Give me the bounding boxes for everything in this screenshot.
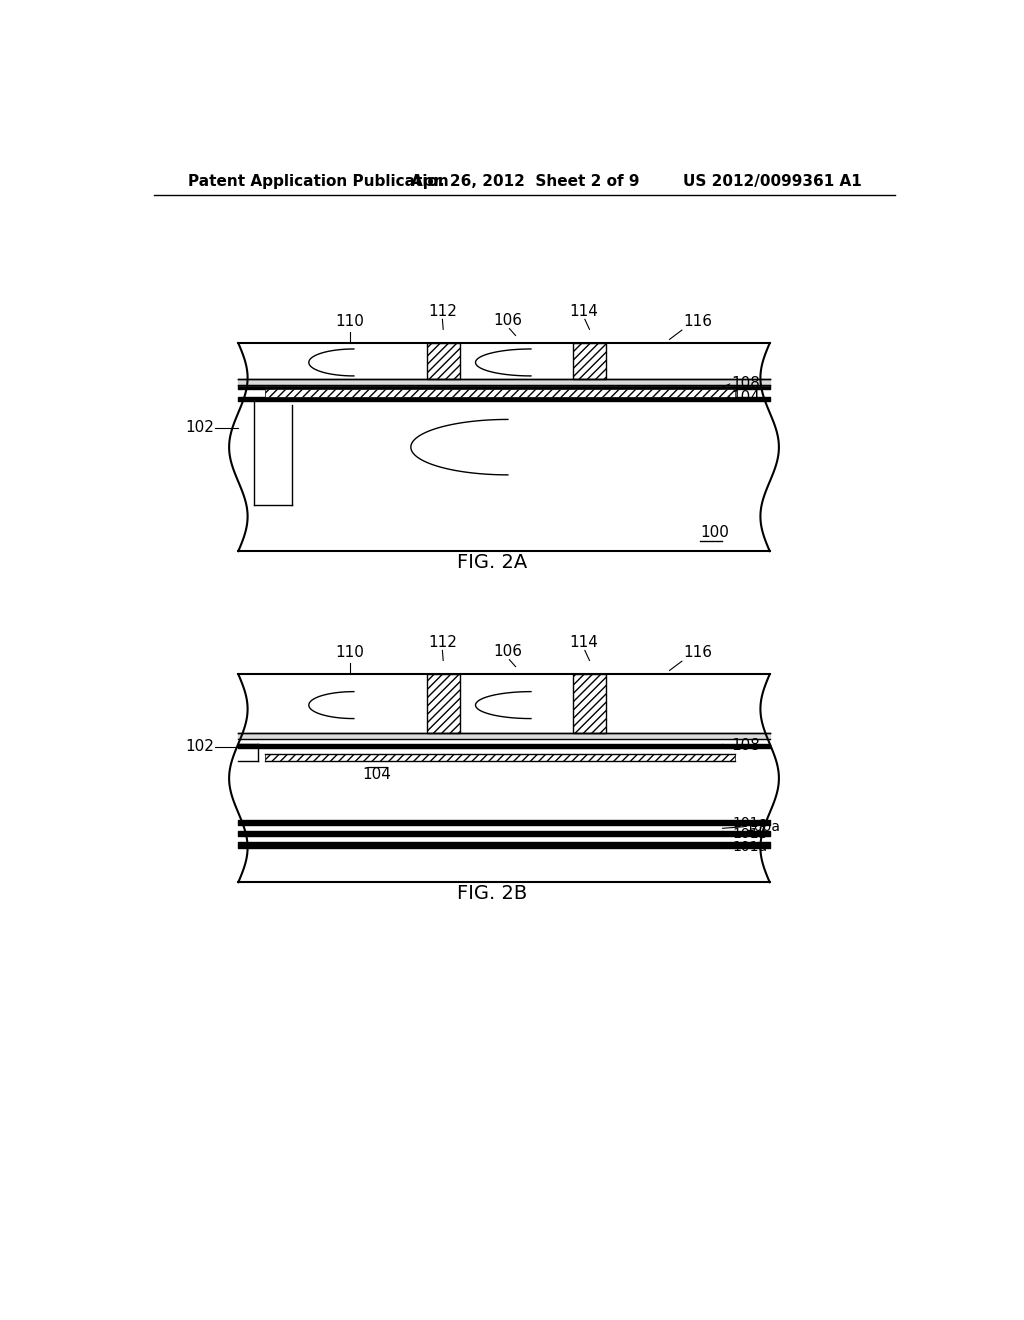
Bar [573, 675, 606, 733]
Text: FIG. 2B: FIG. 2B [458, 884, 527, 903]
Text: 102: 102 [185, 739, 214, 754]
Text: 108: 108 [731, 376, 760, 391]
Bar [573, 343, 606, 379]
Bar [427, 675, 460, 733]
Text: 114: 114 [569, 635, 598, 649]
Text: Apr. 26, 2012  Sheet 2 of 9: Apr. 26, 2012 Sheet 2 of 9 [411, 174, 639, 189]
Bar [265, 755, 735, 760]
Text: 116: 116 [683, 314, 713, 330]
Text: 104: 104 [362, 767, 391, 781]
Text: 100: 100 [700, 524, 729, 540]
Text: 104: 104 [731, 389, 760, 405]
Text: 100a: 100a [745, 820, 780, 834]
Bar [427, 343, 460, 379]
Text: 112: 112 [428, 304, 457, 318]
Text: 114: 114 [569, 304, 598, 318]
Text: 112: 112 [428, 635, 457, 649]
Text: 108: 108 [731, 738, 760, 754]
Text: FIG. 2A: FIG. 2A [458, 553, 527, 572]
Bar [265, 389, 735, 397]
Text: 106: 106 [494, 644, 522, 659]
Text: Patent Application Publication: Patent Application Publication [188, 174, 450, 189]
Text: 101c: 101c [733, 816, 767, 830]
Text: 101a: 101a [733, 840, 768, 854]
Text: 110: 110 [336, 645, 365, 660]
Text: 101b: 101b [733, 826, 768, 841]
Text: 106: 106 [494, 313, 522, 327]
Text: US 2012/0099361 A1: US 2012/0099361 A1 [683, 174, 862, 189]
Text: 110: 110 [336, 314, 365, 330]
Text: 116: 116 [683, 645, 713, 660]
Text: 102: 102 [185, 420, 214, 436]
